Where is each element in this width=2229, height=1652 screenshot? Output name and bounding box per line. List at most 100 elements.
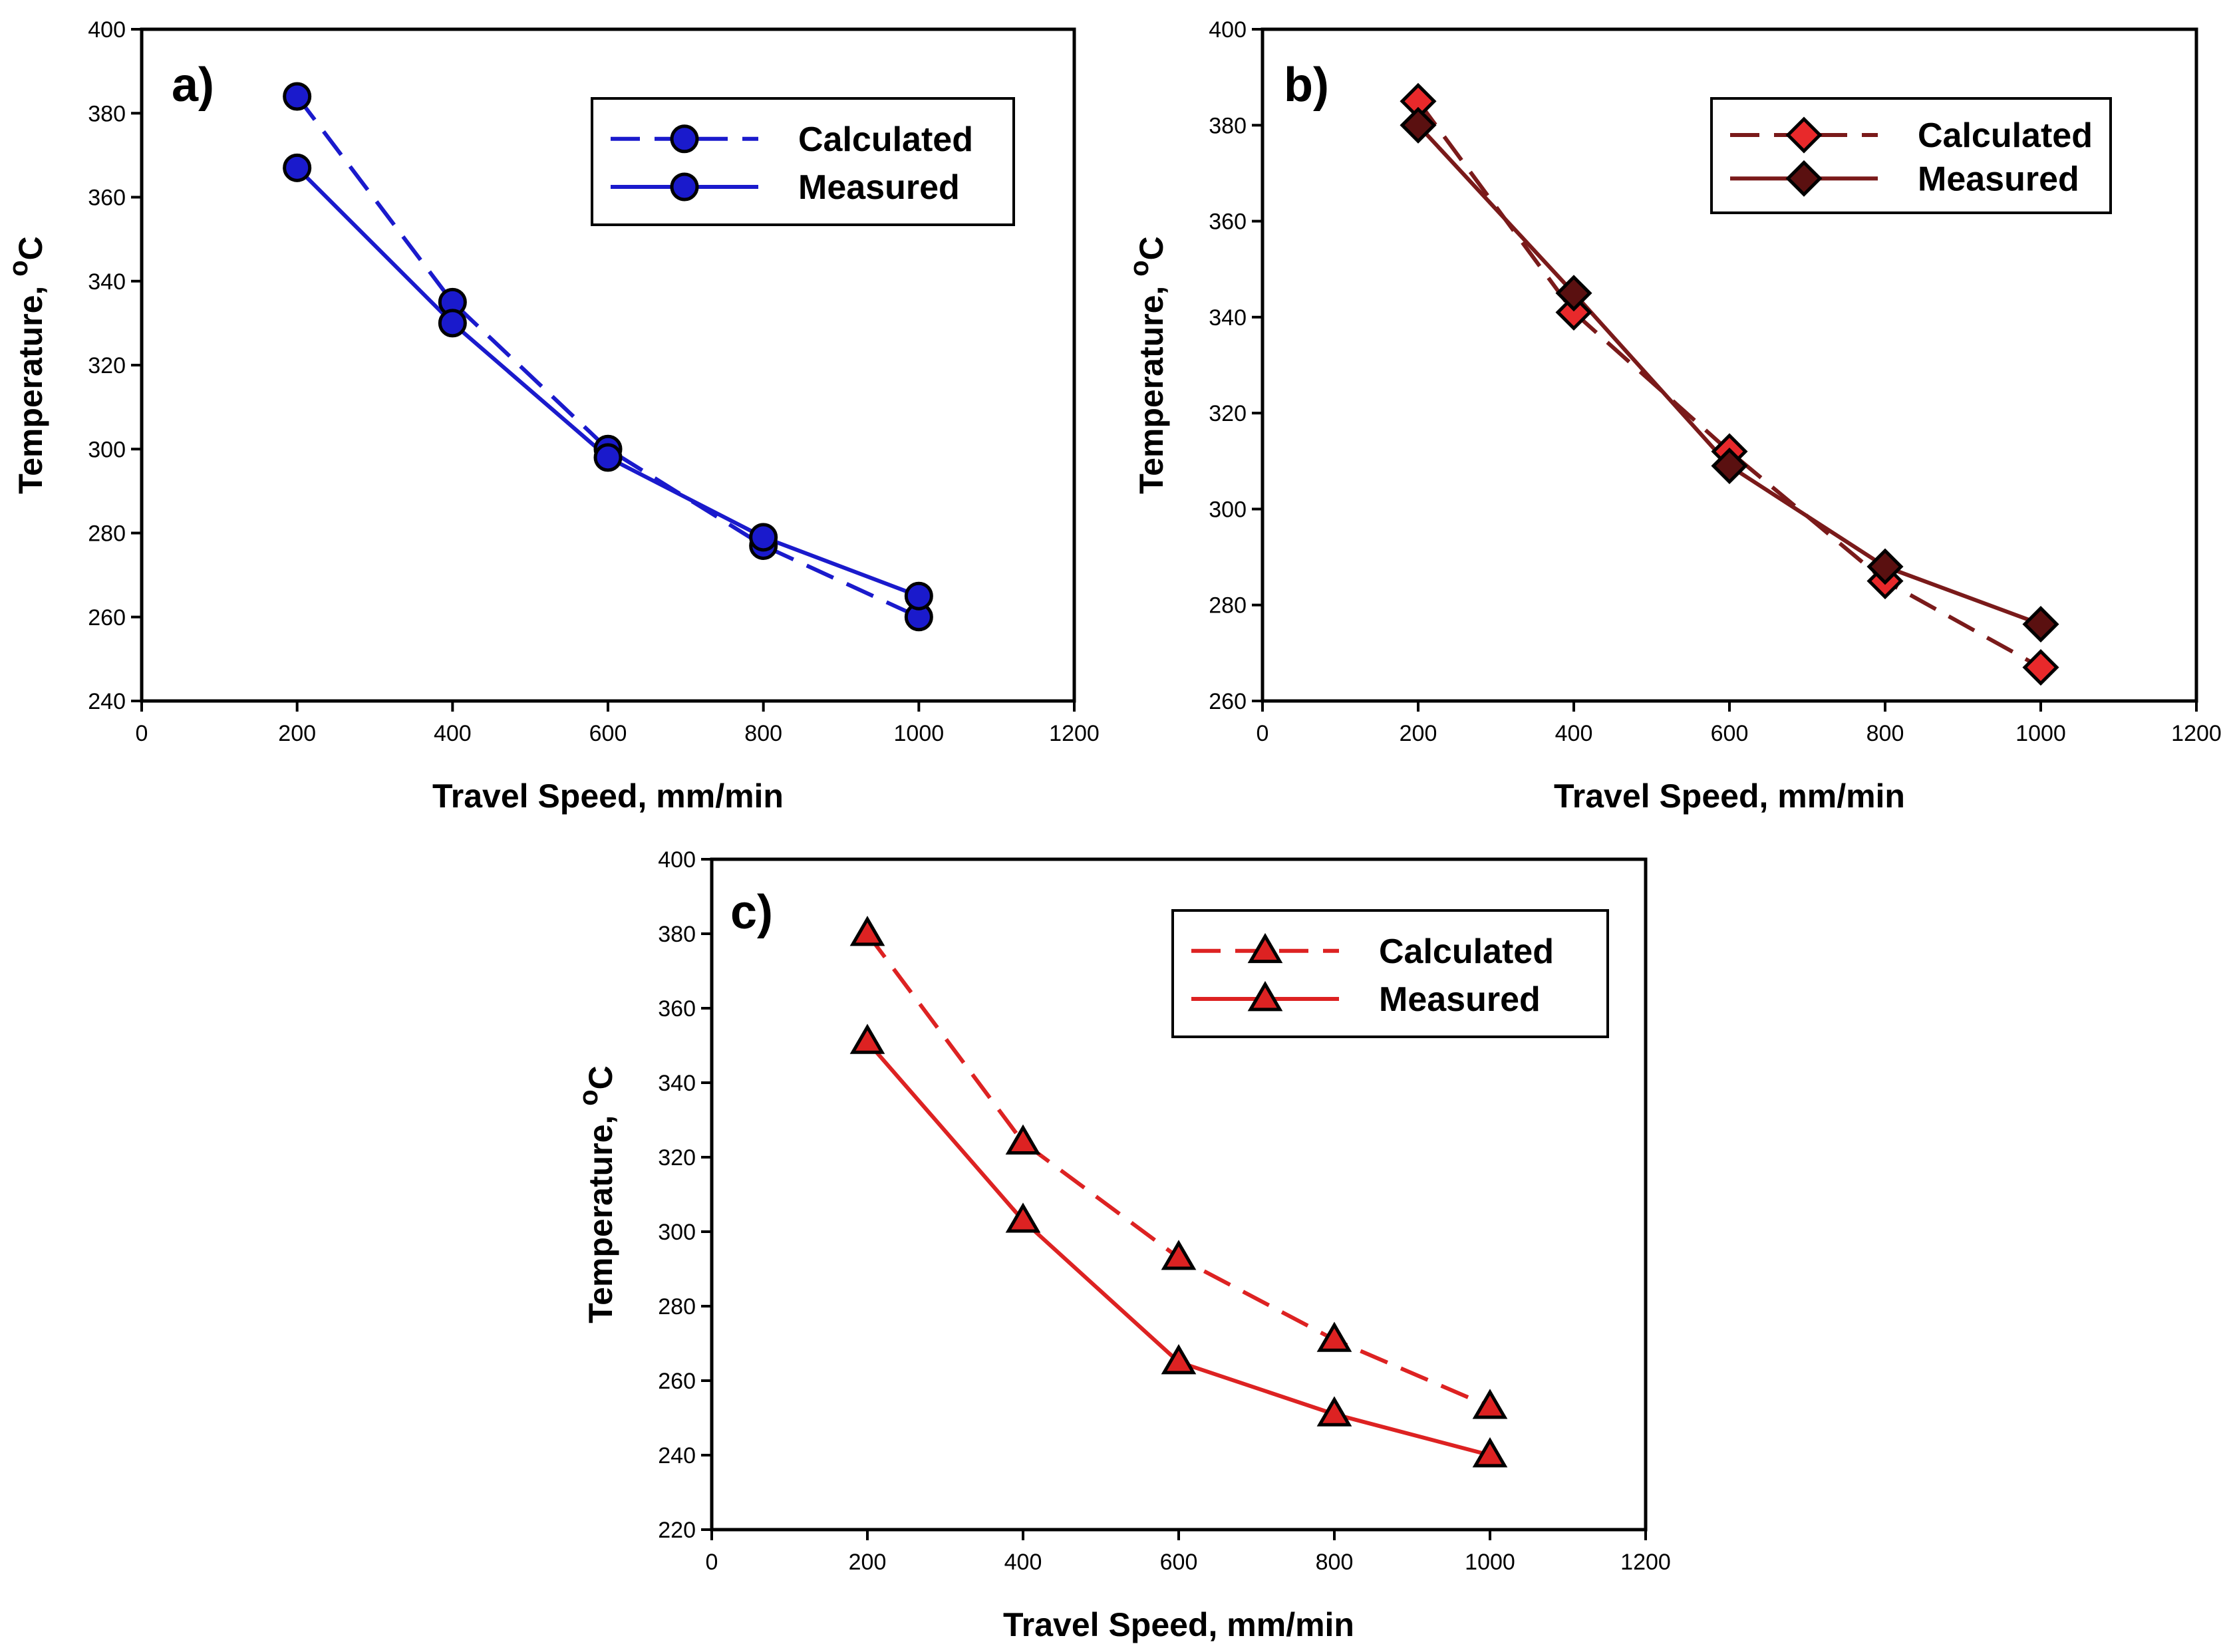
data-point-measured <box>749 523 778 552</box>
y-tick-label: 360 <box>88 186 126 211</box>
x-tick-label: 800 <box>1866 721 1904 746</box>
data-point-measured <box>2022 606 2059 643</box>
data-point-measured <box>593 443 623 472</box>
data-point-measured <box>1005 1202 1041 1233</box>
x-tick-label: 0 <box>706 1550 718 1575</box>
panel-label: a) <box>172 59 214 112</box>
y-axis-label: Temperature, oC <box>4 236 49 494</box>
y-tick-label: 400 <box>88 17 126 43</box>
legend-box <box>1710 97 2112 214</box>
data-point-measured <box>849 1024 885 1054</box>
y-tick-label: 400 <box>658 847 696 873</box>
x-tick-label: 200 <box>849 1550 887 1575</box>
x-tick-label: 1000 <box>894 721 945 746</box>
data-point-measured <box>1316 1396 1352 1427</box>
y-tick-label: 380 <box>1209 113 1247 138</box>
legend-marker-measured <box>1785 160 1823 197</box>
legend: Calculated Measured <box>591 97 1015 226</box>
data-point-measured <box>1866 548 1904 585</box>
data-point-calculated <box>1316 1321 1352 1352</box>
data-point-calculated <box>849 916 885 946</box>
data-point-measured <box>1400 106 1437 144</box>
data-point-measured <box>438 309 467 338</box>
y-tick-label: 340 <box>1209 305 1247 331</box>
y-tick-label: 280 <box>1209 593 1247 619</box>
y-tick-label: 260 <box>1209 689 1247 714</box>
data-point-calculated <box>1555 294 1592 331</box>
legend-label-measured: Measured <box>798 168 960 207</box>
x-tick-label: 600 <box>589 721 627 746</box>
legend-marker-measured <box>670 172 699 202</box>
series-line-measured <box>295 166 920 598</box>
data-point-calculated <box>1161 1240 1197 1270</box>
y-tick-label: 380 <box>658 922 696 947</box>
data-point-measured <box>1472 1437 1508 1468</box>
x-tick-label: 1200 <box>1620 1550 1671 1575</box>
data-point-measured <box>283 153 312 182</box>
chart-panel-1: 0 200 400 600 800 1000 1200 240 260 280 300 320 340 3… <box>4 17 1100 815</box>
x-tick-label: 600 <box>1160 1550 1198 1575</box>
legend-label-calculated: Calculated <box>1379 932 1554 971</box>
legend: Calculated Measured <box>1171 909 1609 1038</box>
y-tick-label: 400 <box>1209 17 1247 43</box>
panel-label: c) <box>730 886 773 939</box>
data-point-measured <box>1711 447 1748 485</box>
y-tick-label: 340 <box>658 1071 696 1096</box>
chart-panel-3: 0 200 400 600 800 1000 1200 220 240 260 280 300 320 3… <box>574 847 1671 1643</box>
y-tick-label: 240 <box>88 689 126 714</box>
legend-marker-calculated <box>1247 932 1283 964</box>
y-tick-label: 260 <box>88 605 126 630</box>
chart-panel-2: 0 200 400 600 800 1000 1200 260 280 300 320 340 360 3… <box>1125 17 2222 815</box>
legend-box <box>591 97 1015 226</box>
y-tick-label: 320 <box>88 353 126 378</box>
y-axis-label: Temperature, oC <box>1125 236 1170 494</box>
x-tick-label: 600 <box>1711 721 1749 746</box>
x-axis-label: Travel Speed, mm/min <box>1554 777 1905 815</box>
x-tick-label: 400 <box>434 721 472 746</box>
y-tick-label: 240 <box>658 1443 696 1468</box>
data-point-measured <box>904 581 933 611</box>
data-point-calculated <box>1472 1389 1508 1419</box>
y-tick-label: 220 <box>658 1518 696 1543</box>
x-tick-label: 400 <box>1004 1550 1042 1575</box>
y-tick-label: 280 <box>658 1294 696 1319</box>
x-tick-label: 1000 <box>1465 1550 1515 1575</box>
y-tick-label: 360 <box>1209 209 1247 235</box>
x-tick-label: 800 <box>1316 1550 1354 1575</box>
legend: Calculated Measured <box>1710 97 2112 214</box>
data-point-calculated <box>1005 1124 1041 1155</box>
legend-marker-calculated <box>1785 116 1823 154</box>
x-tick-label: 0 <box>1257 721 1269 746</box>
legend-label-calculated: Calculated <box>798 120 973 159</box>
y-tick-label: 300 <box>658 1220 696 1245</box>
y-tick-label: 260 <box>658 1369 696 1394</box>
legend-label-calculated: Calculated <box>1918 116 2093 155</box>
x-tick-label: 1200 <box>2171 721 2222 746</box>
y-tick-label: 380 <box>88 101 126 126</box>
x-tick-label: 1000 <box>2015 721 2066 746</box>
y-axis-label: Temperature, oC <box>574 1065 619 1323</box>
legend-marker-calculated <box>670 124 699 154</box>
data-point-measured <box>1161 1344 1197 1375</box>
y-tick-label: 340 <box>88 269 126 295</box>
x-axis-label: Travel Speed, mm/min <box>1003 1606 1354 1643</box>
x-tick-label: 800 <box>744 721 782 746</box>
x-tick-label: 200 <box>1400 721 1437 746</box>
x-tick-label: 200 <box>278 721 316 746</box>
data-point-calculated <box>283 82 312 111</box>
x-axis-label: Travel Speed, mm/min <box>432 777 784 815</box>
x-tick-label: 1200 <box>1049 721 1100 746</box>
legend-label-measured: Measured <box>1918 160 2079 198</box>
y-tick-label: 320 <box>1209 401 1247 426</box>
y-tick-label: 300 <box>1209 497 1247 522</box>
legend-box <box>1171 909 1609 1038</box>
panel-label: b) <box>1284 59 1329 112</box>
legend-label-measured: Measured <box>1379 980 1541 1019</box>
y-tick-label: 360 <box>658 996 696 1022</box>
legend-marker-measured <box>1247 981 1283 1012</box>
x-tick-label: 400 <box>1555 721 1593 746</box>
data-point-calculated <box>2022 648 2059 686</box>
y-tick-label: 300 <box>88 437 126 462</box>
x-tick-label: 0 <box>136 721 148 746</box>
